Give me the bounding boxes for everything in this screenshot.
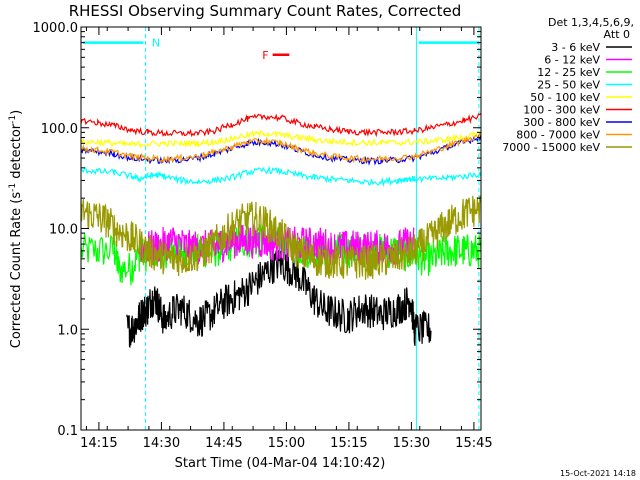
- legend-label: 25 - 50 keV: [537, 79, 600, 92]
- legend-label: 800 - 7000 keV: [516, 129, 600, 142]
- y-axis: 0.1 1.0 10.0 100.0 1000.0: [33, 21, 481, 439]
- series-line-100-300-kev: [81, 113, 481, 138]
- y-axis-label-main: Corrected Count Rate (s: [9, 192, 24, 349]
- y-tick-label: 1.0: [57, 323, 78, 338]
- y-axis-label-end: ): [9, 110, 24, 115]
- status-bars: [83, 41, 479, 57]
- legend-header-line-2: Att 0: [604, 28, 630, 41]
- legend-label: 300 - 800 keV: [523, 116, 600, 129]
- y-tick-label: 0.1: [57, 424, 78, 439]
- annotation-n: N: [152, 37, 160, 50]
- annotation-f: F: [262, 49, 268, 62]
- x-tick-label: 15:15: [330, 436, 367, 451]
- generation-timestamp: 15-Oct-2021 14:18: [560, 469, 636, 478]
- legend-label: 50 - 100 keV: [530, 91, 600, 104]
- legend-label: 12 - 25 keV: [537, 66, 600, 79]
- x-axis-label: Start Time (04-Mar-04 14:10:42): [175, 456, 386, 471]
- legend-label: 6 - 12 keV: [544, 54, 600, 67]
- y-axis-label-sup-1: -1: [8, 183, 18, 192]
- x-tick-label: 15:00: [268, 436, 305, 451]
- y-tick-label: 10.0: [49, 223, 78, 238]
- series-line-800-7000-kev: [81, 132, 481, 164]
- legend-label: 7000 - 15000 keV: [502, 141, 600, 154]
- y-axis-label-mid: detector: [9, 123, 24, 183]
- plot-area: NF: [80, 26, 482, 431]
- series-layer: [81, 113, 481, 349]
- annotations: NF: [152, 37, 269, 62]
- series-line-6-12-kev: [138, 223, 415, 265]
- legend-label: 100 - 300 keV: [523, 104, 600, 117]
- x-tick-label: 15:30: [393, 436, 430, 451]
- x-tick-label: 15:45: [455, 436, 492, 451]
- chart-title: RHESSI Observing Summary Count Rates, Co…: [69, 2, 462, 20]
- legend-header-line-1: Det 1,3,4,5,6,9,: [548, 16, 634, 29]
- series-line-50-100-kev: [81, 129, 481, 149]
- x-tick-label: 14:30: [143, 436, 180, 451]
- y-tick-label: 100.0: [41, 122, 78, 137]
- x-tick-label: 14:45: [205, 436, 242, 451]
- legend-label: 3 - 6 keV: [551, 41, 600, 54]
- legend-header: Det 1,3,4,5,6,9, Att 0: [548, 16, 634, 41]
- x-tick-label: 14:15: [80, 436, 117, 451]
- x-axis: 14:15 14:30 14:45 15:00 15:15 15:30 15:45: [80, 27, 493, 451]
- series-line-25-50-kev: [81, 165, 481, 187]
- y-tick-label: 1000.0: [33, 21, 79, 36]
- y-axis-label: Corrected Count Rate (s-1 detector-1): [8, 110, 24, 348]
- series-line-3-6-kev: [126, 250, 432, 349]
- series-line-7000-15000-kev: [81, 195, 481, 280]
- y-axis-label-sup-2: -1: [8, 115, 18, 124]
